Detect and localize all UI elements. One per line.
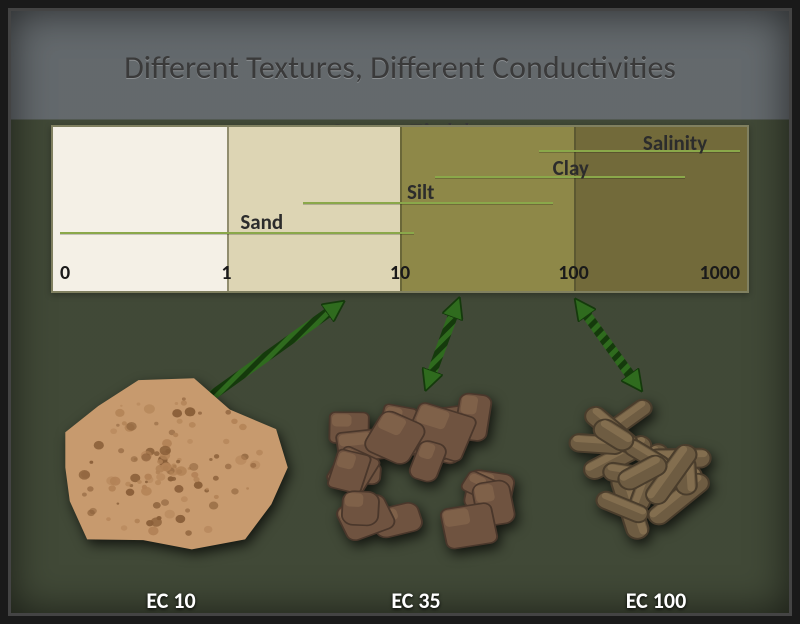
soil-sample (305, 367, 537, 567)
infographic-frame: Different Textures, Different Conductivi… (8, 8, 792, 616)
soil-sample (42, 352, 290, 562)
sample-label: EC 10 (146, 587, 195, 614)
sample-label: EC 35 (391, 587, 440, 614)
soil-sample (547, 364, 761, 554)
sample-label: EC 100 (626, 587, 686, 614)
